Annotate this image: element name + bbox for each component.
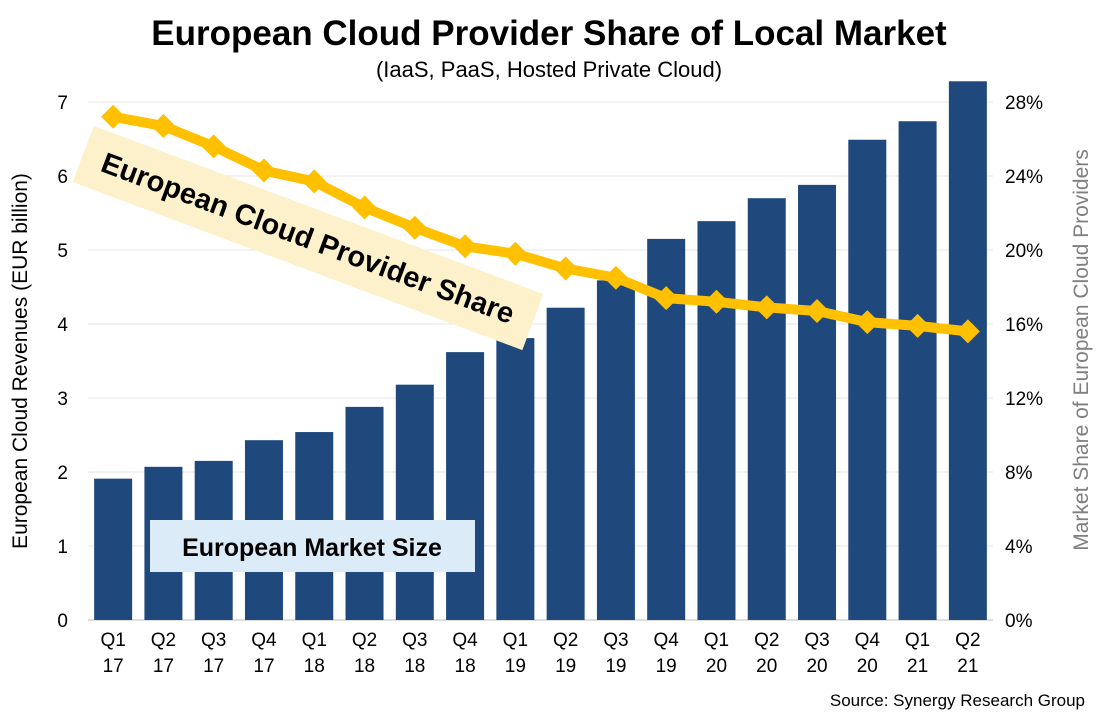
share-point-Q2-17 (151, 114, 176, 139)
x-tick-label-year: 17 (153, 656, 174, 677)
market-size-label: European Market Size (150, 520, 475, 572)
x-tick-label-year: 20 (806, 656, 827, 677)
y2-tick-label: 4% (1005, 537, 1033, 558)
x-tick-label-year: 19 (505, 656, 526, 677)
x-tick-label-year: 18 (455, 656, 476, 677)
bar-Q2-20 (747, 198, 786, 620)
bar-Q4-18 (446, 352, 485, 620)
x-tick-label-quarter: Q3 (603, 630, 628, 651)
share-point-Q3-20 (805, 299, 830, 324)
bar-Q3-18 (395, 384, 434, 620)
x-tick-label-year: 17 (103, 656, 124, 677)
x-tick-label-year: 19 (656, 656, 677, 677)
x-tick-label-quarter: Q2 (151, 630, 176, 651)
chart-subtitle: (IaaS, PaaS, Hosted Private Cloud) (376, 57, 722, 82)
x-tick-label-year: 19 (555, 656, 576, 677)
x-tick-label-quarter: Q3 (201, 630, 226, 651)
bar-Q1-20 (697, 221, 736, 620)
y-tick-label: 0 (57, 611, 68, 632)
share-point-Q1-18 (302, 169, 327, 194)
bar-Q2-21 (948, 81, 987, 620)
share-point-Q1-19 (503, 241, 528, 266)
share-point-Q2-19 (553, 256, 578, 281)
x-tick-label-quarter: Q2 (352, 630, 377, 651)
y-tick-label: 3 (57, 389, 68, 410)
bar-Q2-19 (546, 307, 585, 620)
x-tick-label-quarter: Q1 (100, 630, 125, 651)
share-point-Q2-18 (352, 195, 377, 220)
y-tick-label: 7 (57, 93, 68, 114)
y2-axis-label: Market Share of European Cloud Providers (1070, 149, 1093, 551)
y2-tick-label: 20% (1005, 241, 1043, 262)
y-tick-label: 4 (57, 315, 68, 336)
x-tick-label-quarter: Q2 (754, 630, 779, 651)
bar-Q3-19 (596, 280, 635, 620)
x-tick-label-year: 21 (907, 656, 928, 677)
share-point-Q3-17 (201, 134, 226, 159)
y-tick-label: 6 (57, 167, 68, 188)
market-size-label-text: European Market Size (182, 534, 442, 562)
bar-Q2-18 (345, 406, 384, 620)
y2-tick-label: 16% (1005, 315, 1043, 336)
x-tick-label-quarter: Q3 (804, 630, 829, 651)
share-point-Q2-20 (754, 295, 779, 320)
x-tick-label-year: 19 (605, 656, 626, 677)
y2-tick-label: 8% (1005, 463, 1033, 484)
share-point-Q4-18 (453, 234, 478, 259)
y-tick-label: 1 (57, 537, 68, 558)
x-tick-label-year: 17 (253, 656, 274, 677)
x-tick-label-year: 20 (706, 656, 727, 677)
x-tick-label-quarter: Q2 (955, 630, 980, 651)
y2-tick-label: 0% (1005, 611, 1033, 632)
y-tick-label: 5 (57, 241, 68, 262)
bar-Q1-21 (898, 121, 937, 621)
x-tick-label-year: 21 (957, 656, 978, 677)
share-label: European Cloud Provider Share (72, 125, 544, 351)
share-point-Q2-21 (955, 319, 980, 344)
bar-Q4-20 (848, 139, 887, 621)
x-tick-label-year: 18 (304, 656, 325, 677)
y-tick-label: 2 (57, 463, 68, 484)
x-tick-label-quarter: Q4 (855, 630, 881, 651)
source-note: Source: Synergy Research Group (830, 691, 1085, 710)
x-tick-label-quarter: Q1 (704, 630, 729, 651)
share-point-Q3-18 (402, 215, 427, 240)
x-tick-label-quarter: Q4 (654, 630, 680, 651)
chart-title: European Cloud Provider Share of Local M… (151, 14, 947, 53)
x-tick-label-quarter: Q4 (452, 630, 478, 651)
share-point-Q4-17 (251, 158, 276, 183)
y2-tick-label: 28% (1005, 93, 1043, 114)
share-point-Q3-19 (603, 265, 628, 290)
x-tick-label-quarter: Q1 (503, 630, 528, 651)
x-tick-label-quarter: Q1 (905, 630, 930, 651)
x-tick-label-quarter: Q1 (302, 630, 327, 651)
y2-tick-label: 24% (1005, 167, 1043, 188)
share-point-Q1-21 (905, 313, 930, 338)
bar-Q1-17 (94, 478, 133, 620)
x-tick-label-year: 17 (203, 656, 224, 677)
x-tick-label-quarter: Q4 (251, 630, 277, 651)
x-tick-label-year: 18 (354, 656, 375, 677)
bar-Q1-19 (496, 338, 535, 620)
share-point-Q1-20 (704, 289, 729, 314)
y2-tick-label: 12% (1005, 389, 1043, 410)
share-point-Q4-20 (855, 310, 880, 335)
share-point-Q1-17 (101, 104, 126, 129)
x-tick-label-quarter: Q3 (402, 630, 427, 651)
share-point-Q4-19 (654, 286, 679, 311)
y-axis-label: European Cloud Revenues (EUR billion) (9, 173, 32, 549)
bar-Q3-20 (798, 184, 837, 620)
x-tick-label-quarter: Q2 (553, 630, 578, 651)
x-tick-label-year: 18 (404, 656, 425, 677)
x-tick-label-year: 20 (756, 656, 777, 677)
x-tick-label-year: 20 (857, 656, 878, 677)
